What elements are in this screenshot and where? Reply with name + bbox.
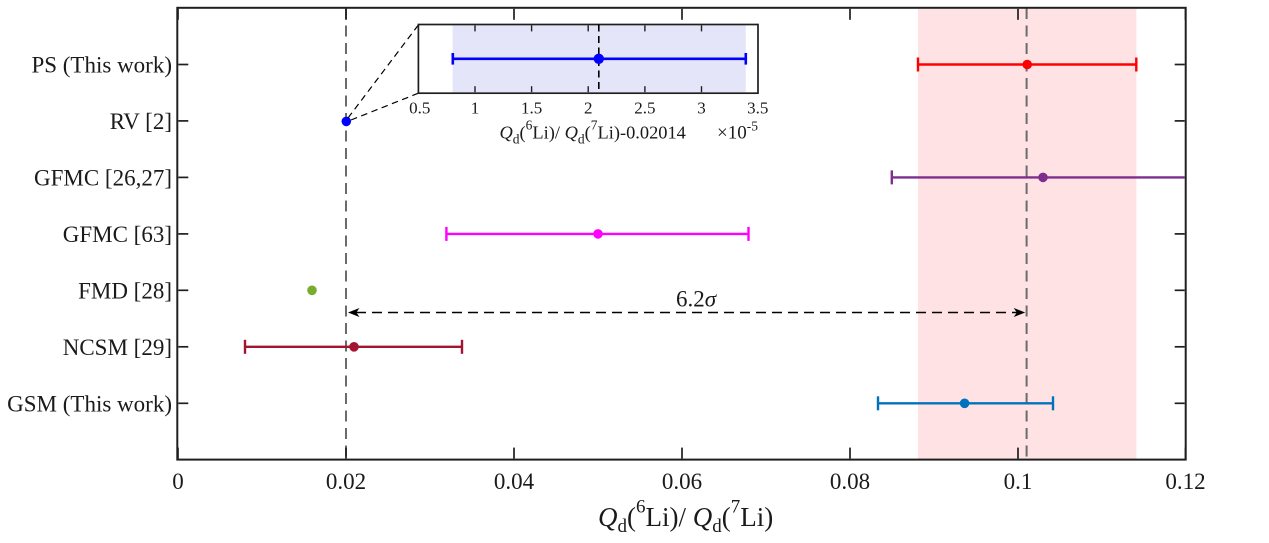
svg-text:NCSM [29]: NCSM [29] [63,335,172,360]
svg-text:0.1: 0.1 [1004,469,1033,494]
svg-text:0: 0 [172,469,184,494]
svg-text:2: 2 [584,98,593,117]
svg-text:GFMC [63]: GFMC [63] [63,222,172,247]
svg-text:3: 3 [697,98,706,117]
svg-text:0.06: 0.06 [662,469,702,494]
svg-text:2.5: 2.5 [634,98,655,117]
svg-text:RV [2]: RV [2] [110,109,172,134]
svg-text:0.08: 0.08 [830,469,870,494]
svg-text:0.5: 0.5 [409,98,430,117]
svg-text:1.5: 1.5 [521,98,542,117]
svg-text:Qd(6Li)/ Qd(7Li)-0.02014: Qd(6Li)/ Qd(7Li)-0.02014 [500,118,686,147]
svg-text:0.12: 0.12 [1165,469,1205,494]
svg-text:Qd(6Li)/ Qd(7Li): Qd(6Li)/ Qd(7Li) [598,497,773,538]
svg-text:1: 1 [471,98,480,117]
svg-text:3.5: 3.5 [747,98,768,117]
svg-text:GSM (This work): GSM (This work) [7,391,172,416]
svg-text:FMD [28]: FMD [28] [78,278,172,303]
svg-text:0.02: 0.02 [326,469,366,494]
svg-text:PS (This work): PS (This work) [31,53,172,78]
svg-text:GFMC [26,27]: GFMC [26,27] [34,165,172,190]
svg-text:0.04: 0.04 [494,469,535,494]
svg-text:6.2σ: 6.2σ [676,286,718,311]
